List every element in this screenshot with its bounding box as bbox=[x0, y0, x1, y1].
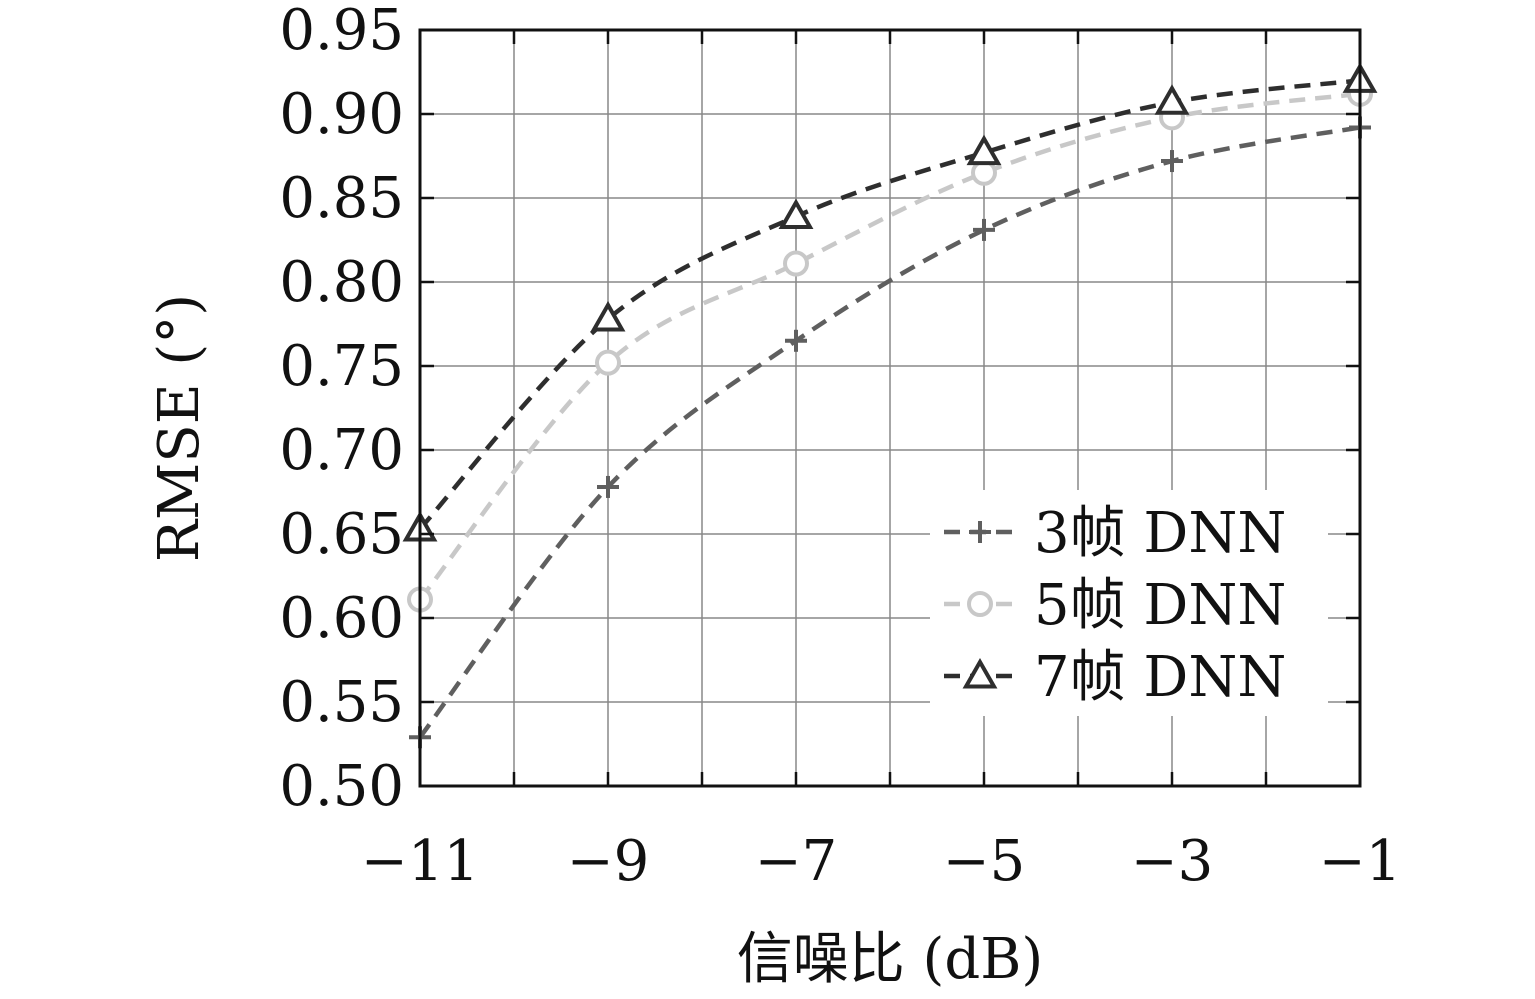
series-line bbox=[418, 78, 1361, 531]
y-tick-label: 0.75 bbox=[279, 334, 404, 399]
y-tick-label: 0.65 bbox=[279, 502, 404, 567]
data-point-plus bbox=[1161, 150, 1183, 173]
axis-ticks: 0.50 0.55 0.60 0.65 0.70 0.75 0.80 0.85 0.90 0.95… bbox=[279, 0, 1401, 894]
legend-label: 3帧 DNN bbox=[1034, 501, 1286, 566]
y-tick-label: 0.95 bbox=[279, 0, 404, 63]
y-tick-label: 0.55 bbox=[279, 670, 404, 735]
series-3 bbox=[402, 62, 1378, 542]
legend-label: 5帧 DNN bbox=[1034, 573, 1286, 638]
data-point-triangle bbox=[1154, 84, 1190, 115]
series-layer bbox=[402, 62, 1378, 749]
x-tick-label: −7 bbox=[755, 829, 838, 894]
x-tick-label: −5 bbox=[943, 829, 1026, 894]
x-tick-label: −1 bbox=[1319, 829, 1402, 894]
data-point-triangle bbox=[962, 657, 998, 689]
legend: 3帧 DNN 5帧 DNN 7帧 DNN bbox=[944, 501, 1286, 710]
x-tick-label: −11 bbox=[361, 829, 479, 894]
legend-entry: 5帧 DNN bbox=[944, 573, 1286, 638]
data-point-triangle bbox=[590, 300, 626, 332]
y-tick-label: 0.90 bbox=[279, 82, 404, 147]
data-point-triangle bbox=[778, 198, 814, 229]
data-point-circle bbox=[967, 591, 993, 617]
data-point-plus bbox=[597, 475, 619, 498]
x-tick-label: −3 bbox=[1131, 829, 1214, 894]
y-tick-label: 0.70 bbox=[279, 418, 404, 483]
data-point-plus bbox=[969, 521, 991, 543]
legend-entry: 7帧 DNN bbox=[944, 645, 1286, 710]
data-point-plus bbox=[785, 329, 807, 352]
y-tick-label: 0.50 bbox=[279, 754, 404, 819]
data-point-plus bbox=[973, 218, 995, 241]
y-tick-label: 0.85 bbox=[279, 166, 404, 231]
y-tick-label: 0.80 bbox=[279, 250, 404, 315]
x-axis-label: 信噪比 (dB) bbox=[737, 927, 1044, 992]
series-1 bbox=[409, 116, 1371, 749]
data-point-circle bbox=[783, 250, 809, 277]
y-tick-label: 0.60 bbox=[279, 586, 404, 651]
x-tick-label: −9 bbox=[567, 829, 650, 894]
data-point-circle bbox=[595, 349, 621, 376]
legend-label: 7帧 DNN bbox=[1034, 645, 1286, 710]
y-axis-label: RMSE (°) bbox=[147, 294, 212, 562]
data-point-triangle bbox=[966, 134, 1002, 166]
legend-entry: 3帧 DNN bbox=[944, 501, 1286, 566]
